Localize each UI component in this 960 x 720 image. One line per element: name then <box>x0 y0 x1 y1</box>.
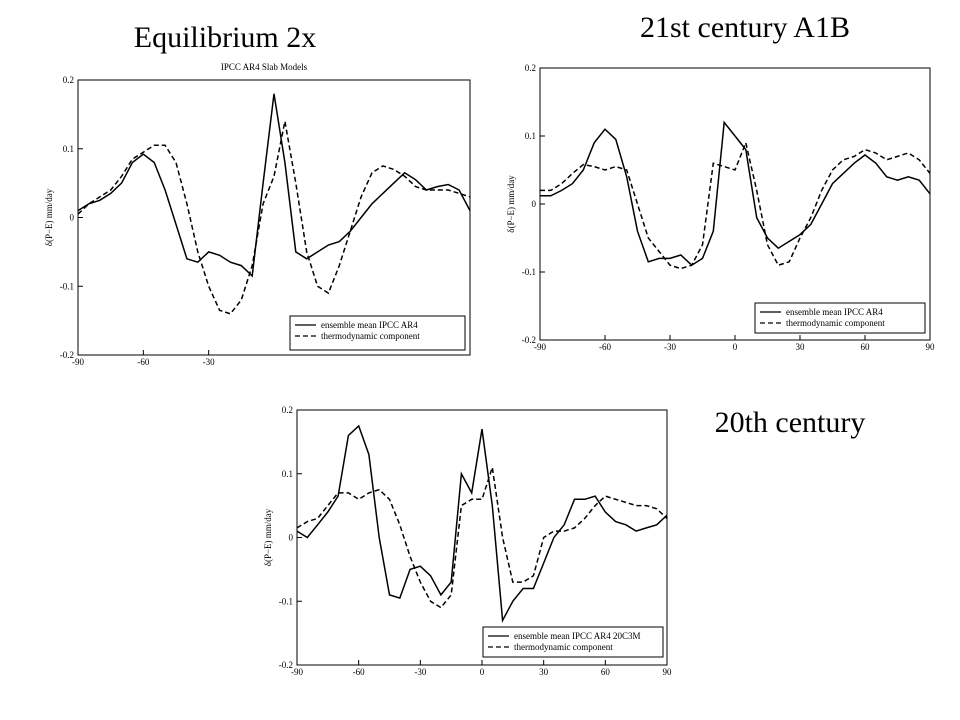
y-tick-label: -0.1 <box>279 596 293 606</box>
plot-frame <box>77 79 471 356</box>
x-tick-label: -90 <box>72 357 84 367</box>
x-tick-label: -60 <box>599 342 611 352</box>
legend-box <box>289 315 466 351</box>
y-tick-label: 0 <box>532 199 537 209</box>
data-line <box>296 424 668 623</box>
x-tick-label: -30 <box>414 667 426 677</box>
chart-title: IPCC AR4 Slab Models <box>221 62 308 72</box>
x-tick-label: 90 <box>926 342 936 352</box>
x-tick-label: 60 <box>601 667 611 677</box>
y-tick-label: -0.2 <box>279 660 293 670</box>
y-tick-label: 0.1 <box>282 469 293 479</box>
x-tick-label: -30 <box>203 357 215 367</box>
x-tick-label: 30 <box>539 667 549 677</box>
x-tick-label: 0 <box>480 667 485 677</box>
y-axis-label: δ(P−E) mm/day <box>263 508 273 566</box>
data-line <box>77 121 471 315</box>
y-tick-label: -0.2 <box>522 335 536 345</box>
legend-label: ensemble mean IPCC AR4 20C3M <box>514 631 641 641</box>
y-tick-label: -0.2 <box>60 350 74 360</box>
x-tick-label: 30 <box>796 342 806 352</box>
y-axis-label: δ(P−E) mm/day <box>506 175 516 233</box>
y-tick-label: -0.1 <box>522 267 536 277</box>
x-tick-label: 60 <box>861 342 871 352</box>
y-tick-label: 0 <box>289 533 294 543</box>
heading: 20th century <box>715 406 866 439</box>
legend-label: thermodynamic component <box>321 331 420 341</box>
y-tick-label: 0 <box>70 213 75 223</box>
data-line <box>540 120 931 267</box>
legend-box <box>754 302 926 334</box>
data-line <box>77 93 471 278</box>
x-tick-label: -60 <box>353 667 365 677</box>
legend-label: ensemble mean IPCC AR4 <box>321 320 418 330</box>
plot-frame <box>539 67 931 341</box>
x-tick-label: -90 <box>291 667 303 677</box>
x-tick-label: 0 <box>733 342 738 352</box>
x-tick-label: -60 <box>137 357 149 367</box>
legend-label: ensemble mean IPCC AR4 <box>786 307 883 317</box>
x-tick-label: -90 <box>534 342 546 352</box>
legend-label: thermodynamic component <box>786 318 885 328</box>
x-tick-label: 90 <box>663 667 673 677</box>
y-tick-label: 0.1 <box>525 131 536 141</box>
heading: 21st century A1B <box>640 11 850 44</box>
y-tick-label: 0.2 <box>525 63 536 73</box>
heading: Equilibrium 2x <box>134 21 317 54</box>
y-tick-label: -0.1 <box>60 281 74 291</box>
data-line <box>540 140 931 270</box>
y-axis-label: δ(P−E) mm/day <box>44 188 54 246</box>
data-line <box>296 467 668 609</box>
y-tick-label: 0.2 <box>63 75 74 85</box>
legend-box <box>482 626 664 658</box>
y-tick-label: 0.2 <box>282 405 293 415</box>
x-tick-label: -30 <box>664 342 676 352</box>
legend-label: thermodynamic component <box>514 642 613 652</box>
y-tick-label: 0.1 <box>63 144 74 154</box>
